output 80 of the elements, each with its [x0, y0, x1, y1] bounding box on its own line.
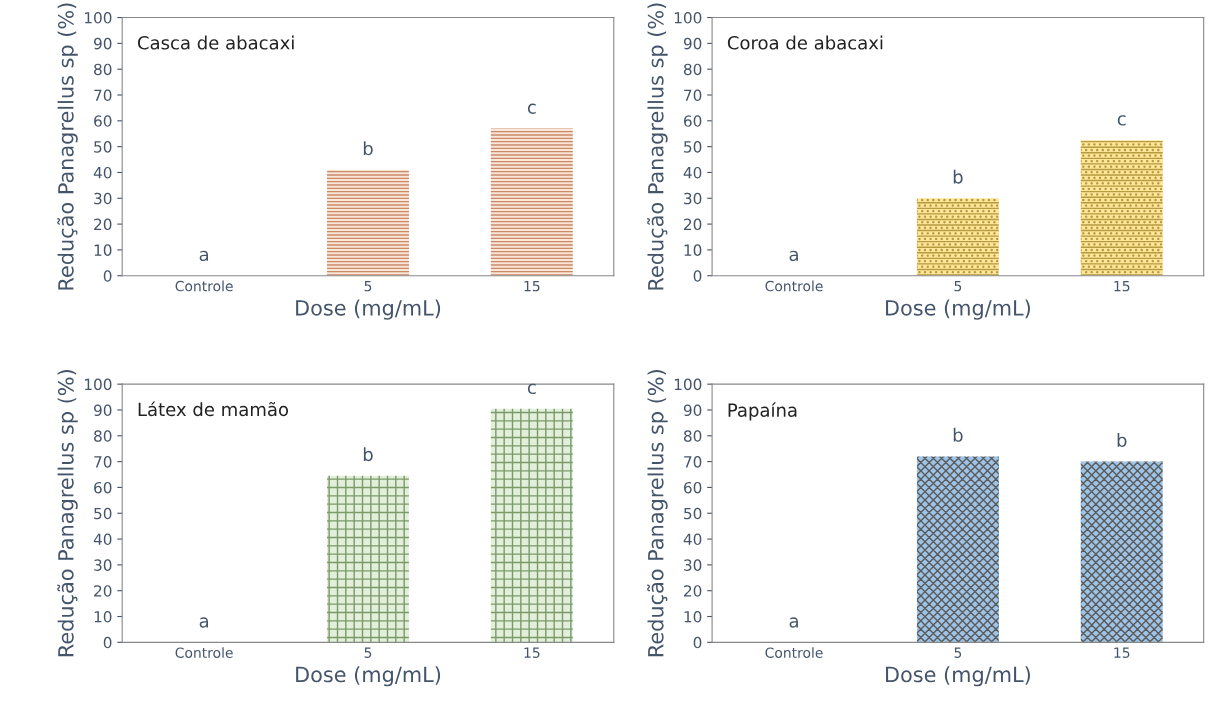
y-tick-label: 100 [84, 12, 112, 24]
annotation: c [527, 103, 536, 114]
y-tick-label: 0 [103, 636, 112, 649]
y-tick-label: 100 [674, 12, 702, 24]
y-tick-label: 40 [683, 166, 702, 179]
y-tick-label: 30 [94, 559, 112, 571]
y-tick-label: 0 [693, 636, 702, 649]
text: Látex de mamão [138, 401, 289, 417]
x-tick-label: 5 [954, 281, 962, 292]
annotation: c [1117, 115, 1126, 126]
x-axis-title: Dose (mg/mL) [886, 666, 1030, 687]
y-tick-label: 90 [683, 37, 702, 50]
y-tick-label: 60 [94, 481, 112, 494]
y-tick-label: 60 [684, 115, 702, 127]
y-tick-label: 40 [93, 533, 112, 546]
x-tick-label: 5 [364, 647, 372, 658]
y-axis-title: Redução Panagrellus sp (%) [647, 370, 668, 657]
annotation: a [789, 250, 798, 262]
y-tick-label: 10 [684, 244, 702, 256]
y-tick-label: 0 [693, 270, 702, 282]
y-tick-label: 90 [94, 404, 112, 416]
x-tick-label: 15 [524, 281, 540, 292]
x-tick-label: Controle [175, 280, 233, 292]
x-tick-label: 15 [1114, 281, 1130, 292]
x-tick-label: Controle [765, 280, 823, 292]
y-tick-label: 50 [94, 141, 112, 153]
y-tick-label: 80 [683, 430, 702, 442]
annotation: b [363, 447, 373, 462]
x-axis-title: Dose (mg/mL) [296, 666, 441, 687]
annotation: a [199, 617, 209, 628]
y-tick-label: 70 [94, 456, 112, 468]
y-tick-label: 80 [683, 63, 702, 76]
y-axis-title: Redução Panagrellus sp (%) [57, 3, 78, 290]
y-tick-label: 50 [94, 507, 112, 520]
y-tick-label: 20 [94, 218, 112, 231]
x-tick-label: 5 [364, 281, 372, 292]
y-tick-label: 70 [94, 89, 112, 102]
y-tick-label: 30 [684, 192, 702, 205]
y-tick-label: 80 [94, 430, 112, 442]
y-tick-label: 90 [94, 37, 112, 50]
y-tick-label: 50 [684, 141, 702, 153]
y-tick-label: 20 [94, 585, 112, 597]
y-tick-label: 20 [684, 585, 702, 597]
x-axis-title: Dose (mg/mL) [886, 299, 1030, 320]
y-tick-label: 50 [684, 507, 702, 520]
y-tick-label: 30 [684, 559, 702, 571]
x-tick-label: Controle [765, 647, 823, 658]
y-axis-title: Redução Panagrellus sp (%) [647, 3, 668, 290]
y-tick-label: 0 [103, 270, 112, 282]
y-tick-label: 20 [684, 218, 702, 231]
y-tick-label: 60 [94, 115, 112, 127]
annotation: b [1117, 433, 1127, 447]
y-tick-label: 40 [93, 166, 112, 179]
y-tick-label: 100 [674, 378, 702, 391]
y-tick-label: 10 [94, 244, 112, 256]
y-tick-label: 70 [684, 456, 702, 468]
y-axis-title: Redução Panagrellus sp (%) [57, 370, 78, 657]
x-tick-label: 15 [1114, 647, 1130, 658]
y-tick-label: 30 [94, 192, 112, 205]
x-axis-title: Dose (mg/mL) [296, 299, 441, 320]
y-tick-label: 80 [94, 63, 112, 76]
annotation: a [789, 617, 798, 628]
y-tick-label: 60 [684, 481, 702, 494]
x-tick-label: 5 [954, 647, 962, 658]
x-tick-label: Controle [175, 647, 233, 658]
y-tick-label: 90 [683, 404, 702, 416]
annotation: b [363, 141, 373, 156]
annotation: a [199, 250, 209, 262]
annotation: b [953, 169, 963, 184]
text: Papaína [728, 402, 797, 421]
annotation: b [953, 427, 963, 442]
text: Coroa de abacaxi [727, 35, 883, 50]
y-tick-label: 100 [84, 378, 112, 391]
y-tick-label: 10 [684, 610, 702, 623]
text: Casca de abacaxi [137, 35, 294, 50]
y-tick-label: 70 [684, 89, 702, 102]
y-tick-label: 10 [94, 610, 112, 623]
y-tick-label: 40 [683, 533, 702, 546]
x-tick-label: 15 [524, 647, 540, 658]
annotation: c [527, 383, 536, 395]
